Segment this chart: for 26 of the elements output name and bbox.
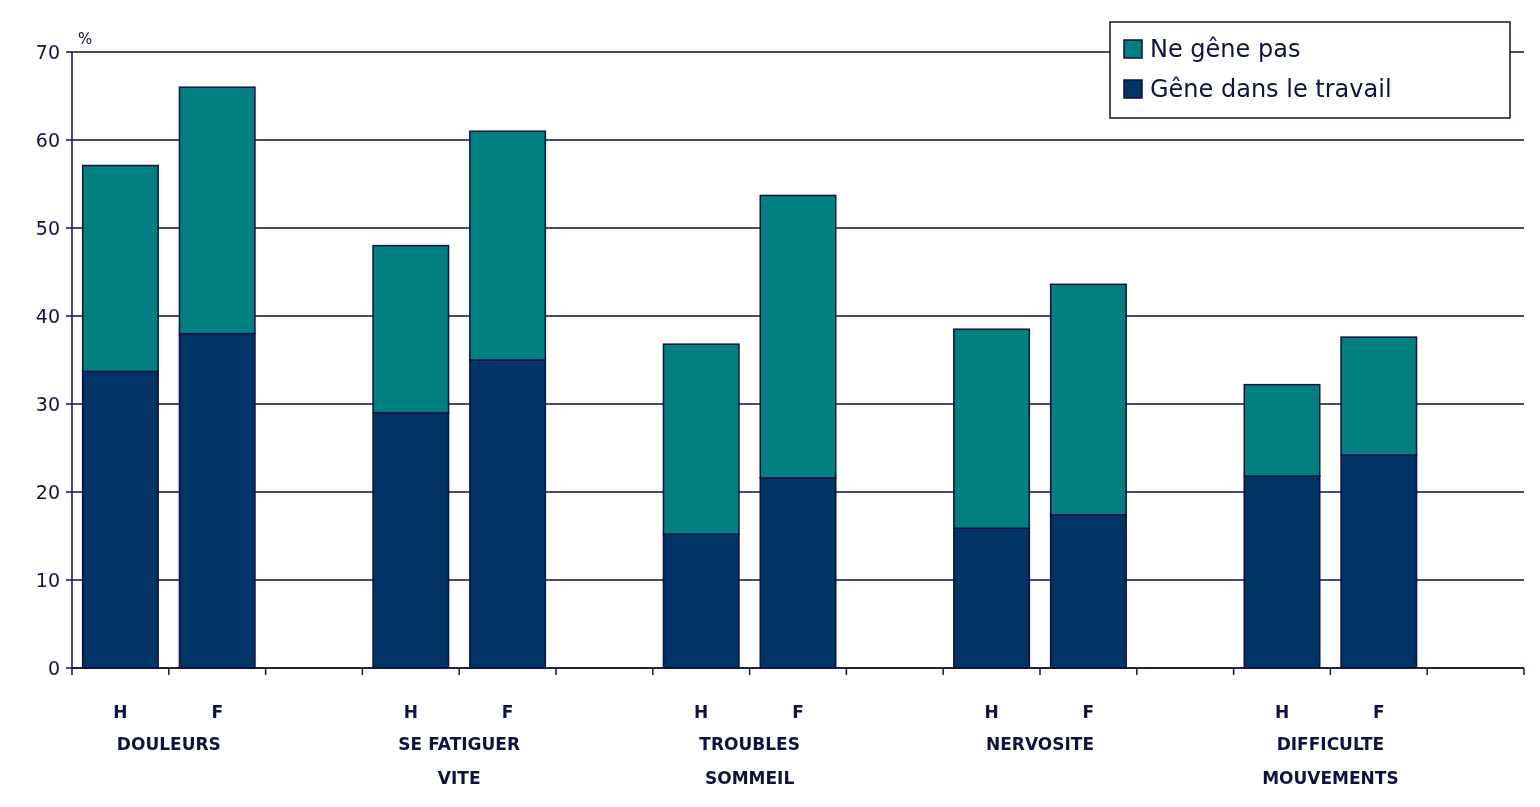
x-tick-label: H	[113, 702, 128, 722]
text: TROUBLES SOMMEIL	[699, 734, 800, 788]
text: NERVOSITE	[985, 734, 1095, 754]
x-tick-label: H	[694, 702, 709, 722]
x-tick-label: F	[1372, 702, 1385, 722]
x-tick-label: H	[984, 702, 999, 722]
legend-label: Gêne dans le travail	[1150, 75, 1392, 104]
x-tick-label: F	[1082, 702, 1095, 722]
x-tick-label: F	[211, 702, 224, 722]
y-tick-label: 10	[35, 568, 60, 591]
y-tick-label: 60	[35, 128, 60, 151]
y-tick-label: 20	[35, 480, 60, 503]
y-axis-title: %	[78, 30, 93, 48]
text: SE FATIGUER VITE	[398, 734, 521, 788]
x-tick-label: F	[501, 702, 514, 722]
y-tick-label: 30	[35, 392, 60, 415]
text: DOULEURS	[116, 734, 221, 754]
y-tick-label: 0	[47, 656, 60, 679]
y-tick-label: 70	[35, 40, 60, 63]
x-tick-label: F	[792, 702, 804, 722]
y-tick-label: 40	[35, 304, 60, 327]
x-tick-label: H	[403, 702, 418, 722]
y-tick-label: 50	[35, 216, 60, 239]
text: DIFFICULTE MOUVEMENTS	[1262, 734, 1399, 788]
legend-label: Ne gêne pas	[1150, 35, 1301, 64]
x-tick-label: H	[1274, 702, 1290, 722]
